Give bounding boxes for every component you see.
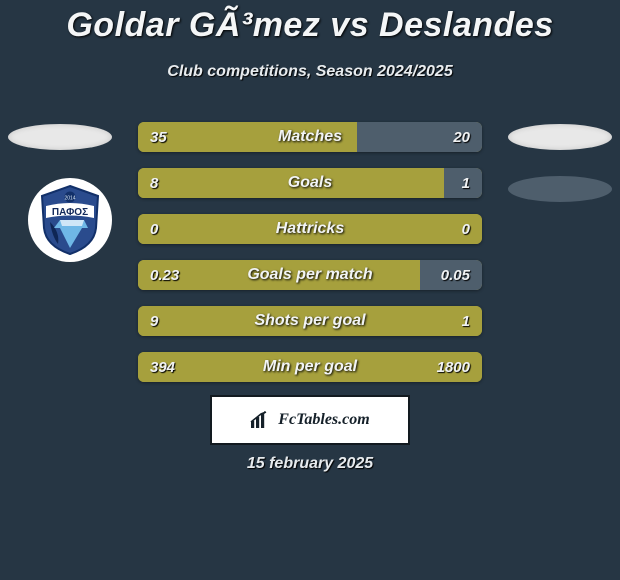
stats-bars: 3520Matches81Goals00Hattricks0.230.05Goa… bbox=[138, 122, 482, 398]
date-label: 15 february 2025 bbox=[0, 455, 620, 473]
stat-row: 00Hattricks bbox=[138, 214, 482, 244]
stat-row: 0.230.05Goals per match bbox=[138, 260, 482, 290]
left-slot-1-placeholder bbox=[8, 124, 112, 150]
stat-value-left: 0.23 bbox=[138, 260, 191, 290]
stat-value-right: 0 bbox=[450, 214, 482, 244]
stat-row: 81Goals bbox=[138, 168, 482, 198]
team-badge-left: 2014 ΠΑΦΟΣ bbox=[28, 178, 112, 262]
stat-value-right: 1800 bbox=[425, 352, 482, 382]
stat-value-left: 0 bbox=[138, 214, 170, 244]
stat-value-left: 8 bbox=[138, 168, 170, 198]
subtitle: Club competitions, Season 2024/2025 bbox=[0, 63, 620, 81]
comparison-card: Goldar GÃ³mez vs Deslandes Club competit… bbox=[0, 0, 620, 580]
right-slot-2-placeholder bbox=[508, 176, 612, 202]
svg-text:2014: 2014 bbox=[64, 196, 75, 202]
stat-value-right: 1 bbox=[450, 306, 482, 336]
stat-bar-left bbox=[138, 214, 482, 244]
stat-value-right: 1 bbox=[450, 168, 482, 198]
stat-value-right: 0.05 bbox=[429, 260, 482, 290]
stat-row: 91Shots per goal bbox=[138, 306, 482, 336]
stat-value-left: 35 bbox=[138, 122, 179, 152]
stat-value-right: 20 bbox=[441, 122, 482, 152]
stat-row: 3941800Min per goal bbox=[138, 352, 482, 382]
stat-bar-left bbox=[138, 306, 482, 336]
bars-icon bbox=[250, 411, 272, 429]
pafos-crest-icon: 2014 ΠΑΦΟΣ bbox=[38, 184, 102, 256]
promo-text: FcTables.com bbox=[278, 411, 369, 429]
stat-row: 3520Matches bbox=[138, 122, 482, 152]
svg-text:ΠΑΦΟΣ: ΠΑΦΟΣ bbox=[52, 207, 88, 218]
page-title: Goldar GÃ³mez vs Deslandes bbox=[0, 6, 620, 45]
stat-value-left: 9 bbox=[138, 306, 170, 336]
promo-box[interactable]: FcTables.com bbox=[210, 395, 410, 445]
right-slot-1-placeholder bbox=[508, 124, 612, 150]
stat-bar-left bbox=[138, 168, 444, 198]
stat-value-left: 394 bbox=[138, 352, 187, 382]
